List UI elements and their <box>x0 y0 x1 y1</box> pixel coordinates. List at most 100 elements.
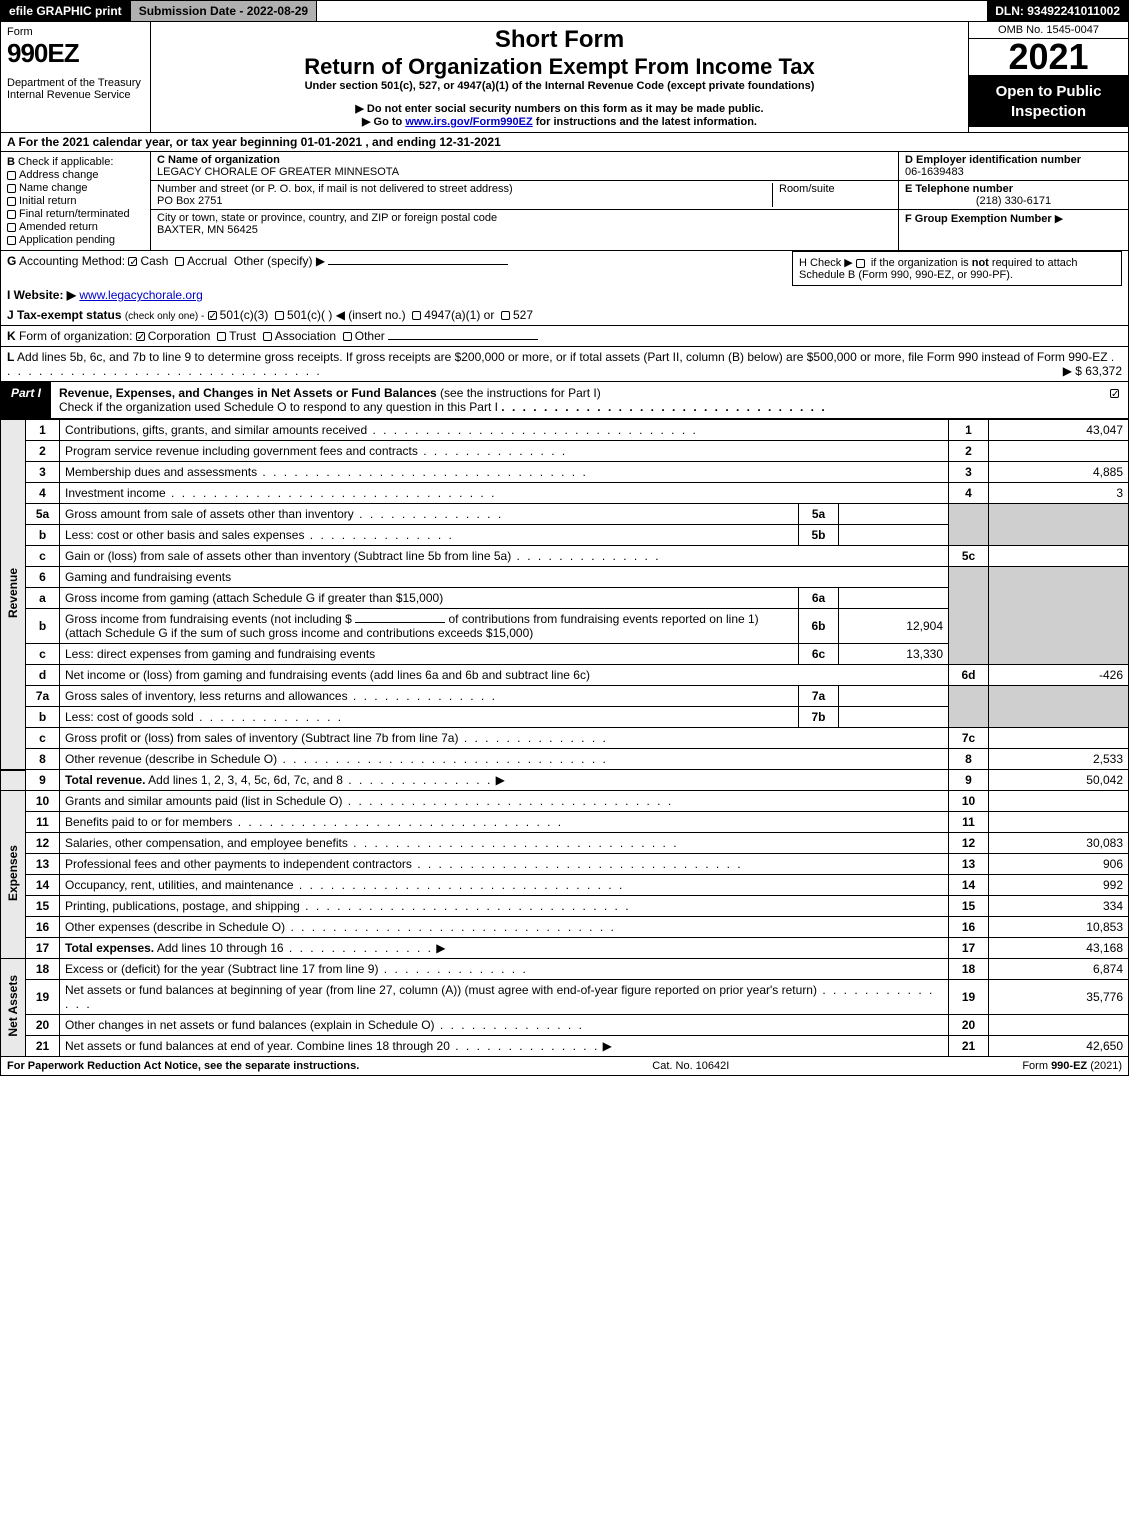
amt-11 <box>989 812 1129 833</box>
ln-12: 12 <box>26 833 60 854</box>
block-ghij: H Check ▶ if the organization is not req… <box>0 251 1129 326</box>
lbl-initial-return: Initial return <box>19 195 76 207</box>
chk-name-change[interactable] <box>7 184 16 193</box>
num-14: 14 <box>949 875 989 896</box>
ln-15: 15 <box>26 896 60 917</box>
ln-20: 20 <box>26 1015 60 1036</box>
amt-16: 10,853 <box>989 917 1129 938</box>
c-addr-label: Number and street (or P. O. box, if mail… <box>157 183 513 195</box>
amt-19: 35,776 <box>989 980 1129 1015</box>
other-org-input[interactable] <box>388 339 538 340</box>
l-amount: 63,372 <box>1085 364 1122 378</box>
i-label: I Website: ▶ <box>7 288 76 302</box>
part-i-title-text: Revenue, Expenses, and Changes in Net As… <box>59 386 437 400</box>
j-small: (check only one) - <box>125 311 204 322</box>
amt-15: 334 <box>989 896 1129 917</box>
ln-1: 1 <box>26 420 60 441</box>
chk-cash[interactable] <box>128 257 137 266</box>
amt-10 <box>989 791 1129 812</box>
side-blank-1 <box>1 770 26 791</box>
shade-5ab <box>949 504 989 546</box>
amt-21: 42,650 <box>989 1036 1129 1057</box>
num-11: 11 <box>949 812 989 833</box>
num-10: 10 <box>949 791 989 812</box>
ln-10: 10 <box>26 791 60 812</box>
form-label: Form <box>7 26 144 38</box>
desc-4: Investment income <box>60 483 949 504</box>
chk-amended-return[interactable] <box>7 223 16 232</box>
chk-application-pending[interactable] <box>7 236 16 245</box>
chk-final-return[interactable] <box>7 210 16 219</box>
l-amt-prefix: ▶ $ <box>1063 364 1086 378</box>
irs-label: Internal Revenue Service <box>7 89 144 101</box>
ln-11: 11 <box>26 812 60 833</box>
chk-trust[interactable] <box>217 332 226 341</box>
input-6b-amt[interactable] <box>355 622 445 623</box>
desc-20: Other changes in net assets or fund bala… <box>60 1015 949 1036</box>
instr-goto-post: for instructions and the latest informat… <box>536 116 757 128</box>
chk-501c3[interactable] <box>208 311 217 320</box>
ln-8: 8 <box>26 749 60 770</box>
line-a: A For the 2021 calendar year, or tax yea… <box>0 133 1129 152</box>
f-label: F Group Exemption Number <box>905 213 1052 225</box>
amt-17: 43,168 <box>989 938 1129 959</box>
chk-initial-return[interactable] <box>7 197 16 206</box>
ln-21: 21 <box>26 1036 60 1057</box>
phone-value: (218) 330-6171 <box>905 195 1122 207</box>
amt-18: 6,874 <box>989 959 1129 980</box>
chk-other-org[interactable] <box>343 332 352 341</box>
amt-20 <box>989 1015 1129 1036</box>
ln-6: 6 <box>26 567 60 588</box>
shade-7ab <box>949 686 989 728</box>
chk-4947[interactable] <box>412 311 421 320</box>
chk-h[interactable] <box>856 259 865 268</box>
num-4: 4 <box>949 483 989 504</box>
d-label: D Employer identification number <box>905 154 1081 166</box>
other-method-input[interactable] <box>328 264 508 265</box>
num-7c: 7c <box>949 728 989 749</box>
desc-10: Grants and similar amounts paid (list in… <box>60 791 949 812</box>
chk-corporation[interactable] <box>136 332 145 341</box>
website-link[interactable]: www.legacychorale.org <box>79 288 202 302</box>
desc-16: Other expenses (describe in Schedule O) <box>60 917 949 938</box>
h-check-text: Check ▶ <box>810 257 853 269</box>
lbl-trust: Trust <box>229 329 256 343</box>
amt-13: 906 <box>989 854 1129 875</box>
chk-schedule-o[interactable] <box>1110 389 1119 398</box>
lbl-501c3: 501(c)(3) <box>220 308 269 322</box>
ln-3: 3 <box>26 462 60 483</box>
chk-501c-other[interactable] <box>275 311 284 320</box>
subln-6a: 6a <box>799 588 839 609</box>
footer-left: For Paperwork Reduction Act Notice, see … <box>7 1060 359 1072</box>
tax-year: 2021 <box>969 39 1128 76</box>
ln-16: 16 <box>26 917 60 938</box>
side-expenses: Expenses <box>1 791 26 959</box>
side-revenue: Revenue <box>1 420 26 770</box>
chk-accrual[interactable] <box>175 257 184 266</box>
chk-association[interactable] <box>263 332 272 341</box>
g-text: Accounting Method: <box>19 254 125 268</box>
return-title: Return of Organization Exempt From Incom… <box>159 54 960 80</box>
desc-7a: Gross sales of inventory, less returns a… <box>60 686 799 707</box>
subamt-5a <box>839 504 949 525</box>
instr-link[interactable]: www.irs.gov/Form990EZ <box>405 116 532 128</box>
ln-13: 13 <box>26 854 60 875</box>
ln-7a: 7a <box>26 686 60 707</box>
desc-7b: Less: cost of goods sold <box>60 707 799 728</box>
amt-7c <box>989 728 1129 749</box>
ln-6d: d <box>26 665 60 686</box>
shade-amt-6abc <box>989 567 1129 665</box>
chk-address-change[interactable] <box>7 171 16 180</box>
lbl-name-change: Name change <box>19 182 88 194</box>
submission-date: Submission Date - 2022-08-29 <box>131 1 317 21</box>
subln-6c: 6c <box>799 644 839 665</box>
lbl-corporation: Corporation <box>148 329 211 343</box>
dln: DLN: 93492241011002 <box>987 1 1128 21</box>
desc-5a: Gross amount from sale of assets other t… <box>60 504 799 525</box>
b-label: B <box>7 156 15 168</box>
g-label: G <box>7 254 16 268</box>
desc-5b: Less: cost or other basis and sales expe… <box>60 525 799 546</box>
ln-14: 14 <box>26 875 60 896</box>
efile-print[interactable]: efile GRAPHIC print <box>1 1 131 21</box>
chk-527[interactable] <box>501 311 510 320</box>
